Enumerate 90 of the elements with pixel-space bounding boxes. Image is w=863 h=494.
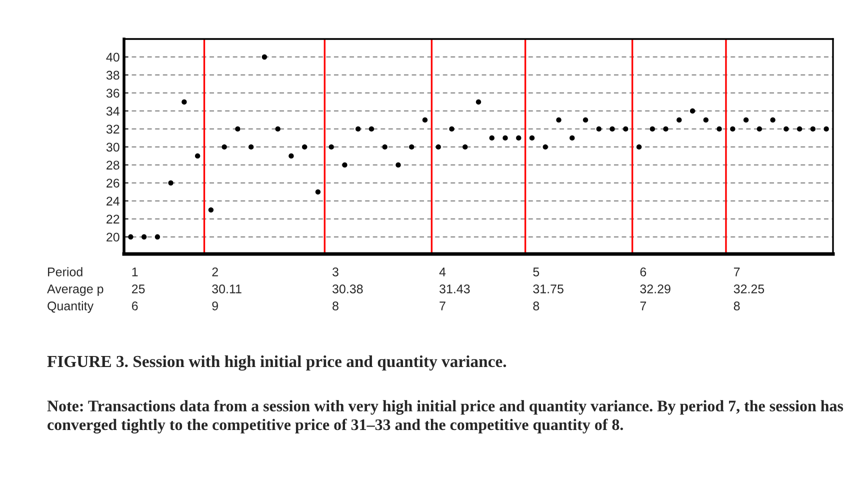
point xyxy=(542,144,548,150)
point xyxy=(770,117,776,123)
y-tick-label: 32 xyxy=(106,124,120,134)
point xyxy=(449,126,454,132)
text: 2 xyxy=(212,268,218,276)
point xyxy=(288,153,294,159)
point xyxy=(623,126,628,132)
point xyxy=(743,117,749,123)
point xyxy=(194,153,200,159)
point xyxy=(168,180,174,186)
point xyxy=(502,135,508,141)
point xyxy=(596,126,602,132)
point xyxy=(208,207,214,213)
point xyxy=(409,144,414,150)
point xyxy=(796,126,802,132)
y-tick-label: 20 xyxy=(106,232,120,242)
y-tick-label: 34 xyxy=(106,106,120,116)
point xyxy=(730,126,736,132)
point xyxy=(650,126,656,132)
text: 8 xyxy=(332,302,338,310)
y-tick-label: 22 xyxy=(106,214,120,224)
point xyxy=(824,126,829,132)
point xyxy=(235,126,240,132)
point xyxy=(529,135,535,141)
text: Quantity xyxy=(48,301,94,313)
text: 5 xyxy=(533,268,540,276)
text: 7 xyxy=(734,268,740,276)
point xyxy=(436,144,441,150)
y-tick-label: 36 xyxy=(106,88,120,98)
text: 7 xyxy=(440,302,446,310)
point xyxy=(262,54,268,60)
point xyxy=(570,135,575,141)
point xyxy=(302,144,308,150)
text: 31.43 xyxy=(440,284,470,294)
point xyxy=(154,234,160,240)
y-tick-label: 26 xyxy=(106,178,120,188)
text: 7 xyxy=(640,302,646,310)
point xyxy=(476,99,482,105)
point xyxy=(676,117,682,123)
y-tick-label: 40 xyxy=(106,52,120,62)
text: Note: Transactions data from a session with very high initial price and quantity variance. By period 7, the session has converged tightly to the competitive price of 31–33 and the competitive quantity of 8. xyxy=(47,400,844,434)
text: Average p xyxy=(47,284,104,296)
point xyxy=(422,117,428,123)
point xyxy=(582,117,588,123)
text: 1 xyxy=(132,268,138,276)
point xyxy=(690,108,696,114)
point xyxy=(703,117,709,123)
point xyxy=(128,234,134,240)
text: 6 xyxy=(132,302,138,310)
text: 32.29 xyxy=(640,284,670,294)
point xyxy=(182,99,187,105)
point xyxy=(315,189,321,195)
text: 4 xyxy=(439,268,446,276)
point xyxy=(396,162,401,168)
point xyxy=(275,126,280,132)
point xyxy=(610,126,615,132)
point xyxy=(342,162,348,168)
point xyxy=(756,126,762,132)
point xyxy=(248,144,254,150)
text: 30.11 xyxy=(212,284,242,294)
point xyxy=(382,144,388,150)
text: 30.38 xyxy=(332,284,363,294)
point xyxy=(636,144,642,150)
point xyxy=(222,144,227,150)
point xyxy=(663,126,668,132)
text: 6 xyxy=(640,268,646,276)
point xyxy=(328,144,334,150)
text: Period xyxy=(48,267,82,276)
y-tick-label: 24 xyxy=(106,196,120,206)
point xyxy=(141,234,147,240)
text: 25 xyxy=(132,284,145,294)
point xyxy=(368,126,374,132)
text: 3 xyxy=(332,268,338,276)
point xyxy=(810,126,816,132)
point xyxy=(784,126,789,132)
text: 8 xyxy=(533,302,540,310)
point xyxy=(489,135,494,141)
point xyxy=(556,117,562,123)
text: FIGURE 3. Session with high initial price and quantity variance. xyxy=(47,355,506,371)
point xyxy=(462,144,468,150)
text: 9 xyxy=(212,302,218,310)
y-tick-label: 30 xyxy=(106,142,120,152)
point xyxy=(356,126,361,132)
text: 31.75 xyxy=(533,284,564,294)
point xyxy=(516,135,522,141)
y-tick-label: 38 xyxy=(106,70,120,80)
y-tick-label: 28 xyxy=(106,160,120,170)
text: 32.25 xyxy=(734,284,764,294)
point xyxy=(716,126,722,132)
text: 8 xyxy=(734,302,740,310)
